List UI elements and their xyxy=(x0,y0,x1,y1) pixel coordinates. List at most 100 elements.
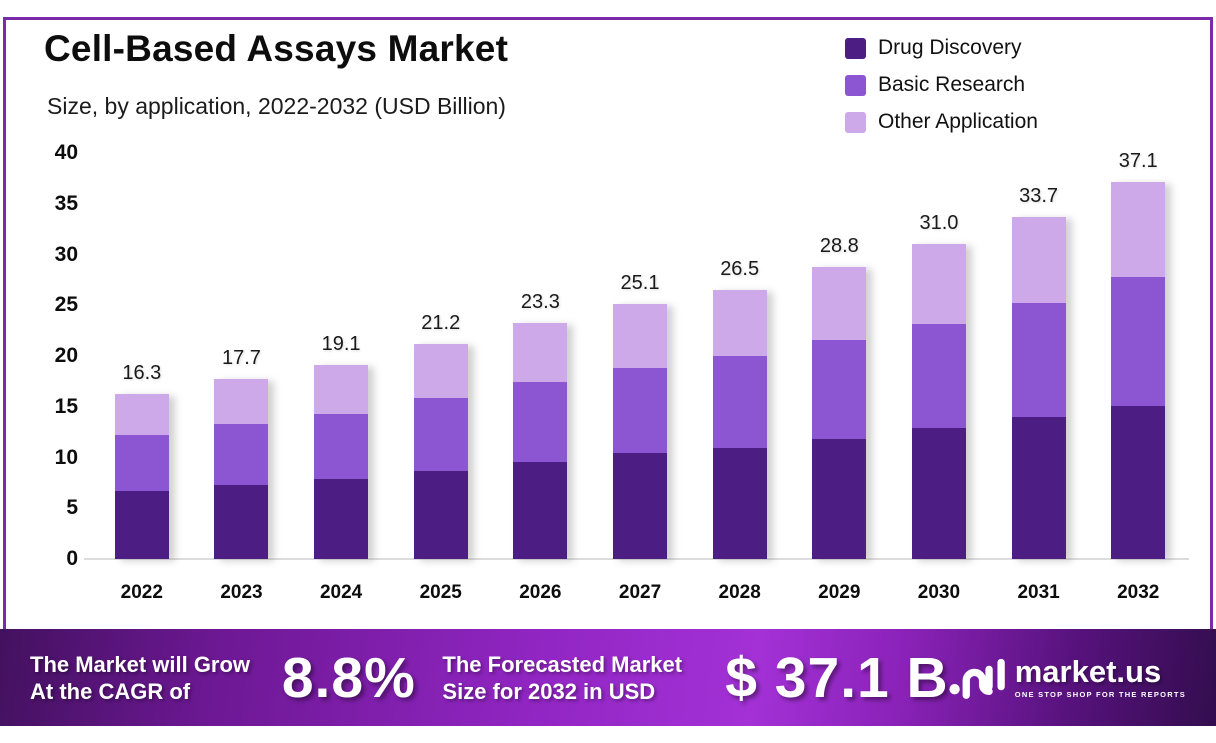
y-tick-label: 30 xyxy=(54,242,78,266)
bar-group-2030: 31.0 xyxy=(889,153,989,559)
bar-segment-other-application xyxy=(613,304,668,369)
bar-group-2032: 37.1 xyxy=(1088,150,1188,559)
brand-tagline: ONE STOP SHOP FOR THE REPORTS xyxy=(1014,689,1187,699)
bar-segment-basic-research xyxy=(214,424,269,485)
cagr-text-line1: The Market will Grow xyxy=(30,651,251,677)
brand-logo: market.us ONE STOP SHOP FOR THE REPORTS xyxy=(949,655,1186,701)
y-tick-label: 0 xyxy=(66,547,78,570)
bar-stack-2031: 33.7 xyxy=(1011,185,1066,559)
bar-segment-other-application xyxy=(413,343,468,398)
bar-segment-other-application xyxy=(1011,216,1066,304)
bar-stack-2023: 17.7 xyxy=(214,347,269,559)
bar-segment-drug-discovery xyxy=(712,448,767,559)
bar-segment-drug-discovery xyxy=(1011,416,1066,559)
bar-segment-drug-discovery xyxy=(413,470,468,559)
x-tick-label: 2030 xyxy=(917,582,961,603)
cagr-banner: The Market will Grow At the CAGR of 8.8%… xyxy=(0,629,1216,726)
bar-total-label: 16.3 xyxy=(122,361,162,384)
brand-text-block: market.us ONE STOP SHOP FOR THE REPORTS xyxy=(1014,653,1187,699)
x-tick-label: 2031 xyxy=(1017,582,1060,603)
bar-group-2025: 21.2 xyxy=(391,153,491,559)
bar-stack-2029: 28.8 xyxy=(812,235,867,559)
bar-segment-drug-discovery xyxy=(1111,405,1166,559)
plot-area: 16.3 17.7 19.1 21.2 23.3 25.1 26.5 28.8 31.0 33.7… xyxy=(92,150,1188,559)
forecast-text: The Forecasted Market Size for 2032 in U… xyxy=(442,651,717,705)
bar-segment-other-application xyxy=(513,322,568,383)
bar-segment-drug-discovery xyxy=(513,461,568,559)
bar-segment-other-application xyxy=(812,266,867,340)
bar-total-label: 21.2 xyxy=(421,311,461,334)
bar-total-label: 25.1 xyxy=(620,272,660,295)
bar-segment-basic-research xyxy=(911,323,966,429)
bar-segment-drug-discovery xyxy=(613,453,668,559)
bar-segment-drug-discovery xyxy=(812,439,867,559)
x-tick-label: 2022 xyxy=(120,582,163,603)
bar-stack-2024: 19.1 xyxy=(314,333,369,559)
bar-segment-other-application xyxy=(1111,182,1166,277)
bar-segment-drug-discovery xyxy=(214,484,269,559)
bar-group-2029: 28.8 xyxy=(789,153,889,559)
forecast-value: $ 37.1 B xyxy=(725,645,949,710)
legend-label: Basic Research xyxy=(878,73,1026,96)
bar-group-2027: 25.1 xyxy=(590,153,690,559)
bar-group-2026: 23.3 xyxy=(491,153,591,559)
bar-segment-basic-research xyxy=(812,339,867,440)
y-axis: 0 5 10 15 20 25 30 35 40 xyxy=(28,141,78,570)
bar-segment-other-application xyxy=(712,290,767,357)
x-axis-line xyxy=(84,558,1189,560)
bar-group-2023: 17.7 xyxy=(192,153,292,559)
cagr-text: The Market will Grow At the CAGR of xyxy=(30,651,279,705)
bar-stack-2025: 21.2 xyxy=(413,312,468,559)
bar-segment-basic-research xyxy=(513,382,568,462)
bar-total-label: 31.0 xyxy=(919,212,959,235)
y-tick-label: 35 xyxy=(54,191,78,215)
cagr-text-line2: At the CAGR of xyxy=(30,678,191,704)
y-tick-label: 25 xyxy=(54,293,78,317)
legend-label: Drug Discovery xyxy=(878,36,1022,59)
x-tick-label: 2032 xyxy=(1117,582,1160,603)
bar-stack-2022: 16.3 xyxy=(114,362,169,559)
bar-segment-drug-discovery xyxy=(314,478,369,559)
legend-swatch xyxy=(845,37,866,59)
forecast-text-line2: Size for 2032 in USD xyxy=(442,678,656,704)
bar-segment-other-application xyxy=(114,393,169,436)
bar-segment-basic-research xyxy=(1111,276,1166,406)
bar-segment-basic-research xyxy=(613,368,668,454)
x-tick-label: 2029 xyxy=(818,582,861,603)
bar-group-2028: 26.5 xyxy=(690,153,790,559)
bar-total-label: 19.1 xyxy=(321,333,361,356)
x-tick-label: 2027 xyxy=(618,582,662,603)
bar-segment-basic-research xyxy=(1011,303,1066,417)
bar-segment-drug-discovery xyxy=(911,428,966,559)
bar-stack-2027: 25.1 xyxy=(613,272,668,559)
bar-segment-basic-research xyxy=(114,435,169,491)
bar-segment-other-application xyxy=(911,244,966,324)
cagr-value: 8.8% xyxy=(281,645,416,710)
bar-stack-2028: 26.5 xyxy=(712,258,767,559)
market-us-icon xyxy=(949,658,1005,699)
legend-item: Drug Discovery xyxy=(845,36,1038,60)
bar-total-label: 23.3 xyxy=(520,290,560,313)
x-axis-labels: 2022 2023 2024 2025 2026 2027 2028 2029 2030 2031… xyxy=(92,582,1188,604)
bar-total-label: 17.7 xyxy=(221,347,261,370)
x-tick-label: 2025 xyxy=(419,582,462,603)
bar-stack-2030: 31.0 xyxy=(911,212,966,559)
x-tick-label: 2024 xyxy=(319,582,363,603)
legend: Drug Discovery Basic Research Other Applic… xyxy=(845,36,1038,134)
x-tick-label: 2026 xyxy=(519,582,562,603)
forecast-text-line1: The Forecasted Market xyxy=(442,651,683,677)
bar-total-label: 26.5 xyxy=(720,258,760,281)
brand-name: market.us xyxy=(1014,653,1162,689)
bar-group-2022: 16.3 xyxy=(92,153,192,559)
bar-total-label: 37.1 xyxy=(1118,150,1158,173)
bar-group-2024: 19.1 xyxy=(291,153,391,559)
chart-title: Cell-Based Assays Market xyxy=(44,28,509,69)
bar-segment-basic-research xyxy=(314,413,369,479)
x-tick-label: 2023 xyxy=(220,582,263,603)
legend-item: Other Application xyxy=(845,110,1038,134)
bar-total-label: 33.7 xyxy=(1019,184,1059,207)
y-tick-label: 20 xyxy=(54,344,78,367)
chart-frame xyxy=(3,17,1213,629)
x-tick-label: 2028 xyxy=(718,582,761,603)
